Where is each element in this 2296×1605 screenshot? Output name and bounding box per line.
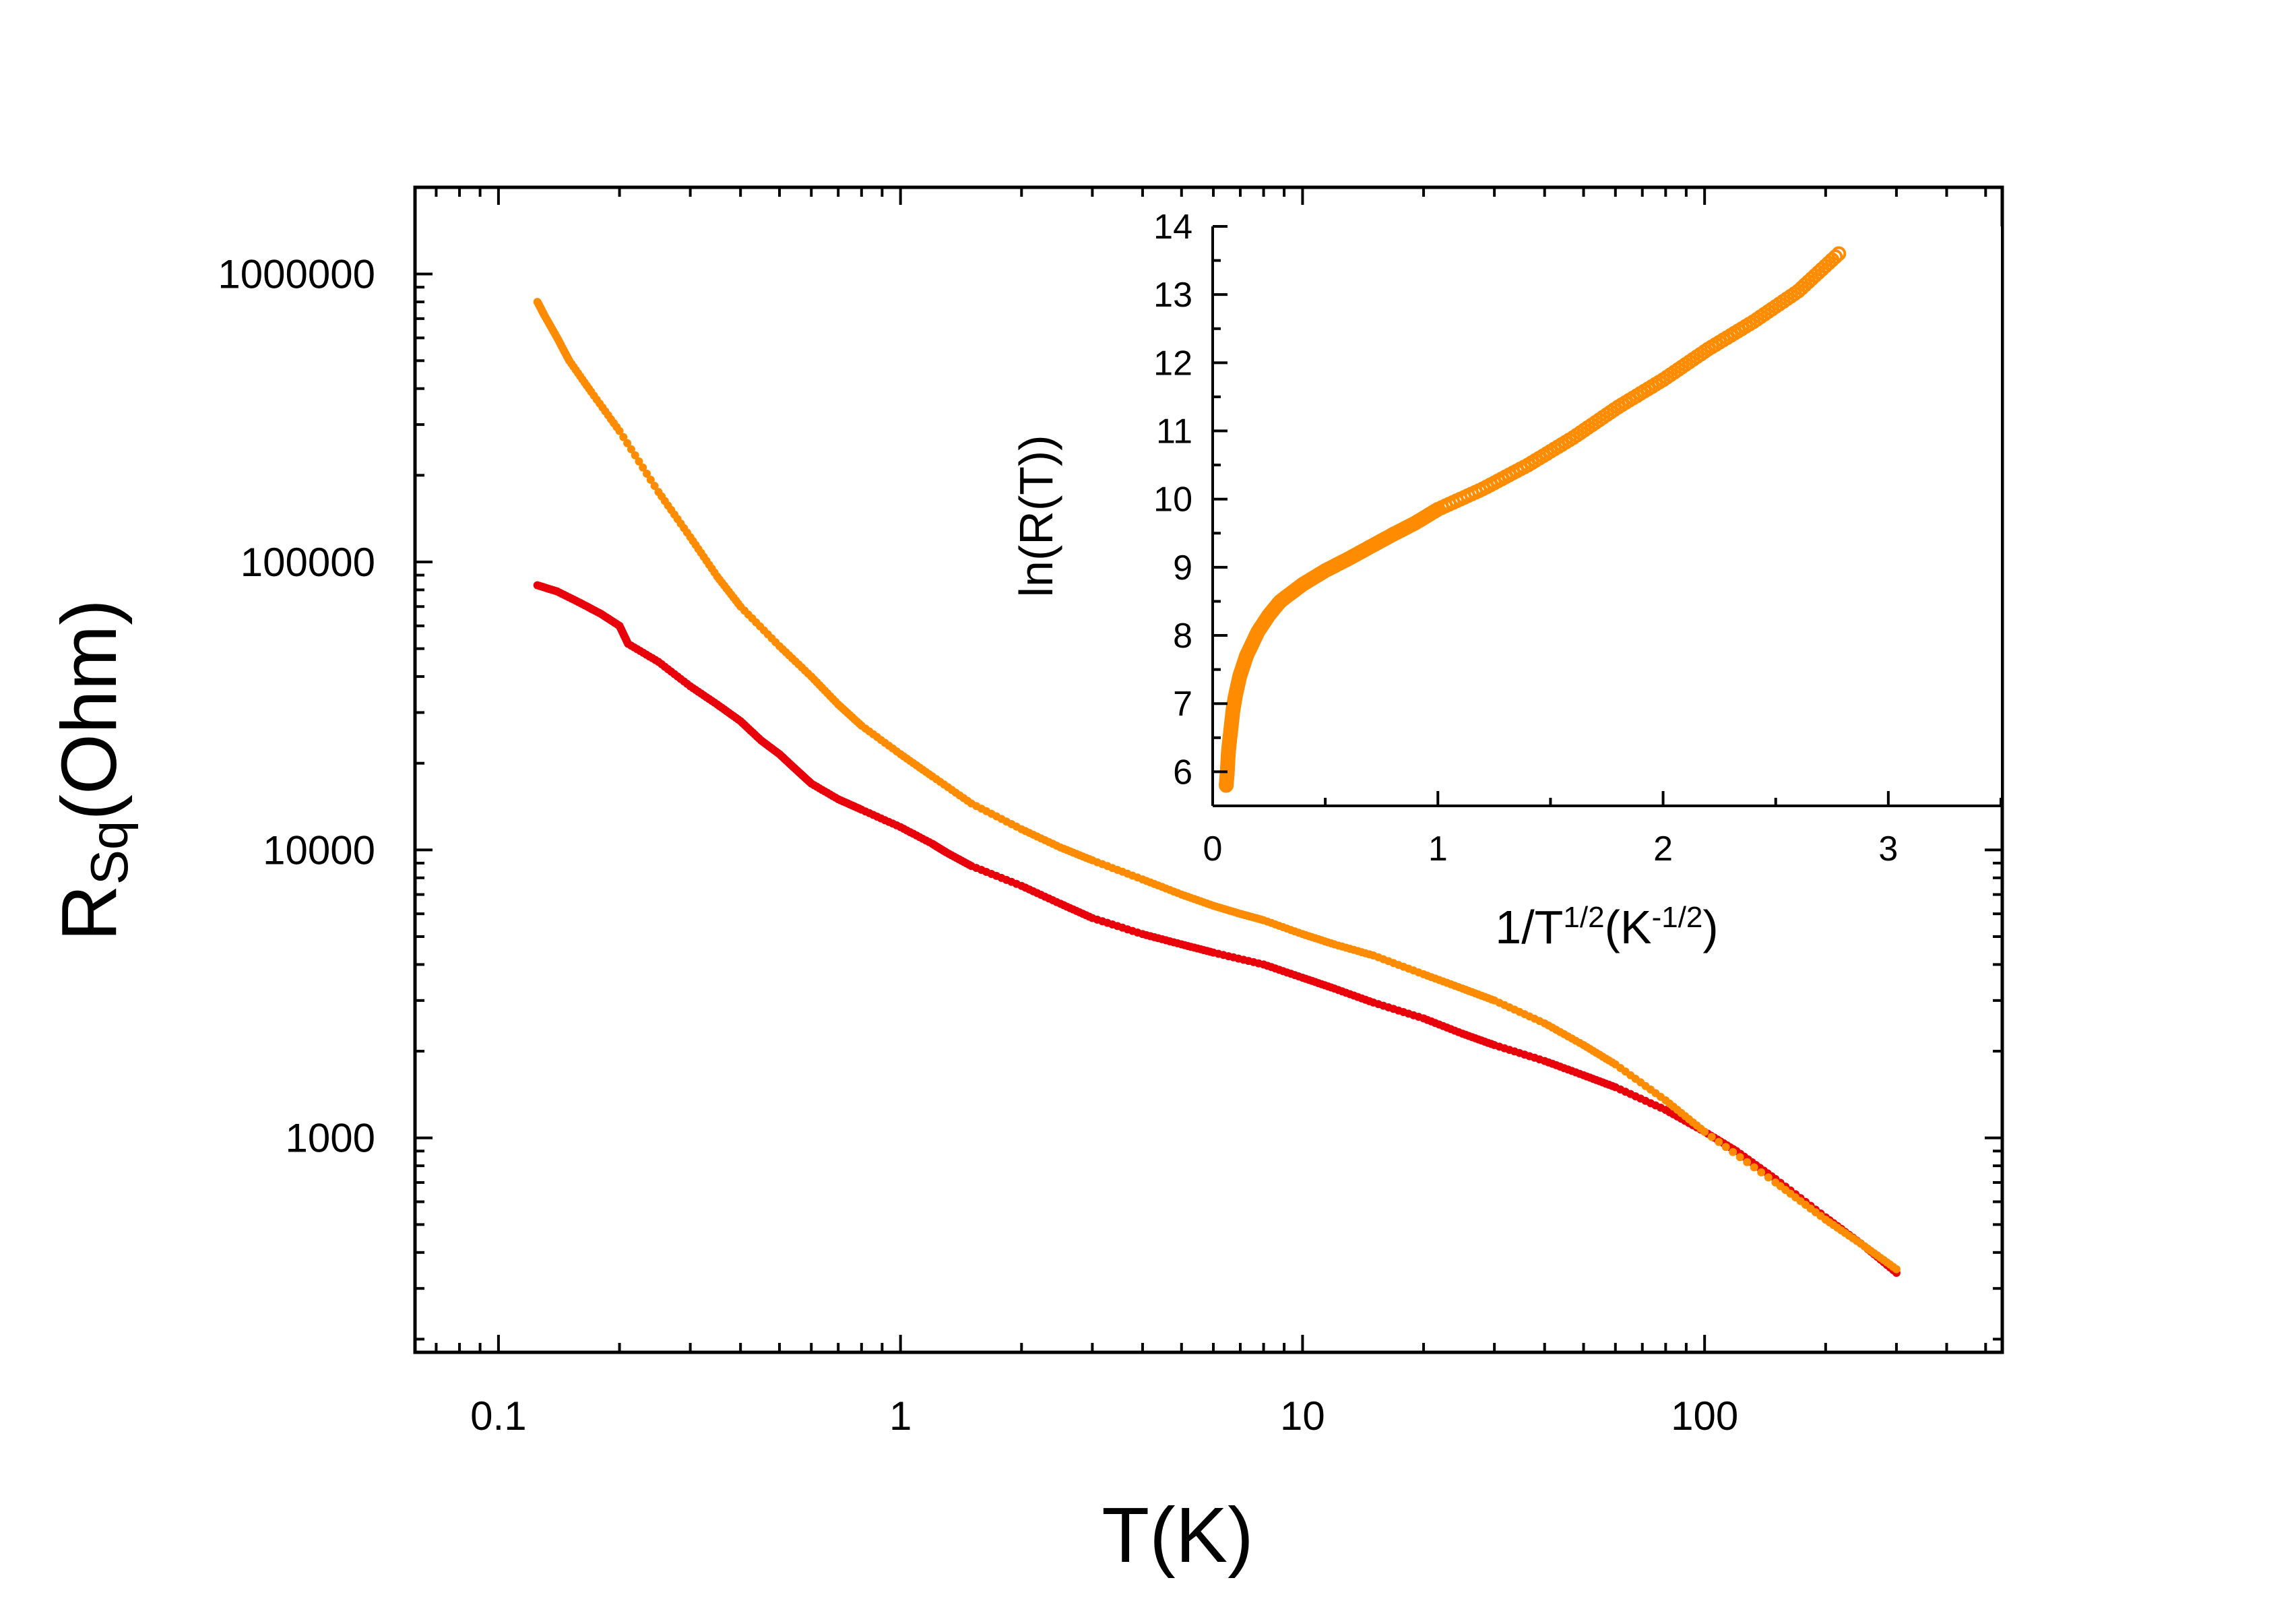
data-point-orange [619,433,628,441]
x-tick-label: 0.1 [470,1393,526,1439]
data-point-orange [627,445,635,453]
inset-x-axis-title-superscript-2: -1/2 [1652,901,1703,934]
data-point-orange [1721,1143,1730,1152]
data-point-orange [650,482,659,491]
inset-data-point [1831,246,1847,261]
y-tick-label: 1000000 [218,252,375,297]
inset-x-tick-label: 2 [1653,829,1673,869]
data-point-orange [615,427,624,435]
inset-x-axis-title-part-b: (K [1605,901,1652,953]
inset-x-tick-label: 0 [1203,829,1223,869]
data-point-orange [1750,1163,1758,1172]
inset-y-tick-label: 6 [1173,753,1192,792]
main-y-axis-title-subscript: Sq [79,821,139,885]
y-tick-label: 1000 [286,1116,375,1161]
main-plot-frame [413,185,2004,1354]
main-y-axis-title-tail: (Ohm) [45,599,133,821]
inset-axis-ticks [1211,225,2002,806]
data-point-orange [1764,1173,1773,1182]
inset-x-tick-labels: 0 1 2 3 [1203,829,1899,869]
inset-y-axis-title: ln(R(T)) [1010,435,1062,597]
inset-data-point [1828,249,1843,265]
data-point-orange [635,457,643,466]
data-point-orange [1735,1153,1744,1162]
inset-y-tick-label: 9 [1173,548,1192,588]
main-series-orange [533,298,1901,1273]
inset-series-orange [1219,246,1847,793]
data-point-orange [631,451,639,460]
data-point-orange [1707,1133,1716,1141]
inset-y-tick-label: 11 [1156,412,1192,451]
data-point-orange [1700,1127,1709,1136]
x-tick-label: 100 [1671,1393,1738,1439]
inset-y-tick-label: 14 [1153,208,1192,247]
inset-x-tick-label: 3 [1878,829,1898,869]
main-y-axis-title-main: R [45,885,133,941]
inset-x-axis-title-superscript-1: 1/2 [1563,901,1604,934]
inset-y-tick-label: 7 [1173,685,1192,724]
data-point-orange [639,463,647,472]
inset-x-tick-label: 1 [1428,829,1448,869]
inset-x-axis-title-part-c: ) [1702,901,1718,953]
data-point-orange [1743,1158,1752,1166]
inset-y-tick-labels: 6 7 8 9 10 11 12 13 14 [1153,208,1192,792]
data-point-orange [1715,1137,1723,1146]
y-tick-label: 100000 [241,540,375,585]
data-point-orange [623,439,632,447]
data-point-orange [646,476,655,484]
main-y-tick-labels: 1000 10000 100000 1000000 [218,252,375,1161]
data-point-orange [1729,1147,1737,1156]
main-x-tick-labels: 0.1 1 10 100 [470,1393,1738,1439]
inset-y-tick-label: 8 [1173,617,1192,656]
inset-y-tick-label: 13 [1153,276,1192,315]
data-point-orange [643,470,651,478]
inset-x-axis-title: 1/T1/2(K-1/2) [1495,901,1718,954]
inset-x-axis-title-part-a: 1/T [1495,901,1563,953]
main-y-axis-title: RSq(Ohm) [45,599,139,941]
main-series-red [533,581,1901,1277]
x-tick-label: 10 [1280,1393,1325,1439]
data-point-orange [1892,1265,1901,1273]
y-tick-label: 10000 [263,827,375,873]
data-point-orange [1757,1168,1766,1176]
main-x-axis-title: T(K) [1102,1491,1254,1579]
inset-y-tick-label: 10 [1153,480,1192,520]
inset-background [1213,226,2001,806]
inset-y-tick-label: 12 [1153,344,1192,383]
x-tick-label: 1 [889,1393,912,1439]
